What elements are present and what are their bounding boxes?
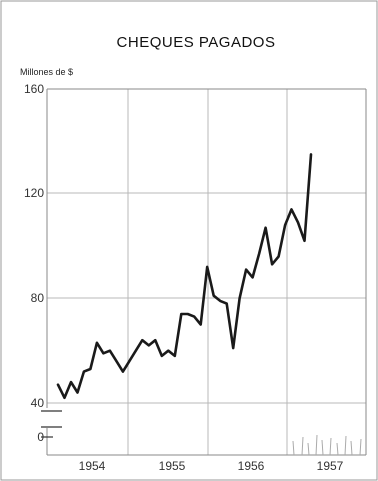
hatch-mark-4 bbox=[315, 434, 318, 456]
x-tick-labels: 1954 1955 1956 1957 bbox=[79, 459, 344, 473]
y-tick-label-80: 80 bbox=[31, 291, 45, 305]
y-tick-label-120: 120 bbox=[24, 186, 44, 200]
y-tick-label-0: 0 bbox=[37, 430, 44, 444]
y-axis-label: Millones de $ bbox=[20, 67, 73, 77]
hatch-mark-3 bbox=[307, 442, 310, 456]
hatch-mark-2 bbox=[301, 436, 304, 456]
y-tick-label-160: 160 bbox=[24, 82, 44, 96]
plot-frame bbox=[46, 88, 367, 456]
hatch-mark-8 bbox=[344, 435, 347, 456]
hatch-mark-1 bbox=[292, 440, 295, 456]
hatch-mark-10 bbox=[359, 438, 362, 456]
y-tick-label-40: 40 bbox=[31, 396, 45, 410]
series-group bbox=[56, 153, 313, 400]
x-tick-label-1955: 1955 bbox=[159, 459, 186, 473]
x-tick-label-1956: 1956 bbox=[238, 459, 265, 473]
y-tick-labels: 160 120 80 40 0 bbox=[24, 82, 44, 444]
y-axis-break bbox=[41, 410, 62, 438]
hatch-mark-6 bbox=[329, 437, 332, 456]
hatch-mark-9 bbox=[350, 440, 353, 456]
chart-title: CHEQUES PAGADOS bbox=[117, 34, 276, 51]
series-line bbox=[56, 153, 313, 400]
x-tick-label-1957: 1957 bbox=[317, 459, 344, 473]
hatch-mark-5 bbox=[321, 439, 324, 456]
x-tick-label-1954: 1954 bbox=[79, 459, 106, 473]
hatch-mark-7 bbox=[336, 442, 339, 456]
hatch-marks bbox=[292, 434, 362, 456]
